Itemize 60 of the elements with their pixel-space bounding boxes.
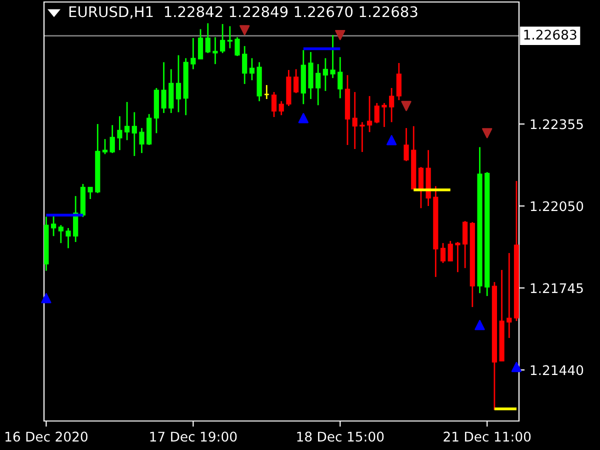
point xyxy=(240,25,250,36)
candlestick xyxy=(66,227,71,249)
x-tick-label: 16 Dec 2020 xyxy=(6,432,88,442)
point xyxy=(41,293,52,304)
y-tick-label: 1.21440 xyxy=(530,365,584,376)
candlestick xyxy=(139,127,144,154)
candlestick xyxy=(316,63,321,106)
point xyxy=(298,113,308,124)
candlestick xyxy=(330,34,336,79)
candlestick xyxy=(404,127,409,162)
candlestick xyxy=(352,91,358,150)
candlestick xyxy=(102,138,108,155)
candlestick xyxy=(418,166,424,209)
candlestick xyxy=(389,87,394,123)
candlestick xyxy=(440,242,446,264)
candlestick xyxy=(249,57,255,81)
candlestick xyxy=(396,62,402,101)
point xyxy=(335,30,346,40)
x-tick-label: 18 Dec 15:00 xyxy=(297,432,384,442)
chart-title: EURUSD,H1 1.22842 1.22849 1.22670 1.22683 xyxy=(69,6,418,19)
candlestick xyxy=(360,121,365,153)
x-tick-label: 21 Dec 11:00 xyxy=(444,432,531,442)
point xyxy=(482,128,492,138)
point xyxy=(474,320,485,330)
candlestick xyxy=(132,111,137,157)
candlestick xyxy=(338,56,343,99)
point xyxy=(511,362,522,372)
candlestick xyxy=(198,28,204,60)
candlestick xyxy=(455,241,460,273)
candlestick xyxy=(110,124,115,154)
candlestick xyxy=(58,224,64,244)
candlestick xyxy=(51,215,56,237)
candlestick xyxy=(117,116,122,151)
candlestick xyxy=(161,62,166,114)
candlestick xyxy=(205,22,210,54)
y-tick-label: 1.22050 xyxy=(530,201,584,212)
candlestick xyxy=(322,57,328,92)
candlestick xyxy=(190,37,196,70)
candlestick xyxy=(448,240,453,262)
candlestick xyxy=(271,91,277,118)
candlestick xyxy=(176,54,182,113)
y-tick-label: 1.21745 xyxy=(530,283,583,294)
candlestick xyxy=(124,101,130,141)
candlestick xyxy=(374,102,380,124)
candlestick xyxy=(212,36,218,65)
candlestick xyxy=(293,68,299,94)
y-tick-label: 1.22355 xyxy=(530,119,583,130)
ref-line-label: 1.22683 xyxy=(524,30,576,40)
candlestick xyxy=(88,186,93,200)
candlestick xyxy=(506,252,512,339)
candlestick xyxy=(462,220,468,269)
candlestick xyxy=(278,100,284,116)
candlestick xyxy=(234,36,240,57)
candlestick xyxy=(242,45,248,85)
point xyxy=(401,100,412,112)
candlestick xyxy=(220,23,226,54)
candlestick xyxy=(366,95,372,133)
x-tick-label: 17 Dec 19:00 xyxy=(150,432,237,442)
candlestick xyxy=(382,102,387,128)
point xyxy=(386,135,397,146)
